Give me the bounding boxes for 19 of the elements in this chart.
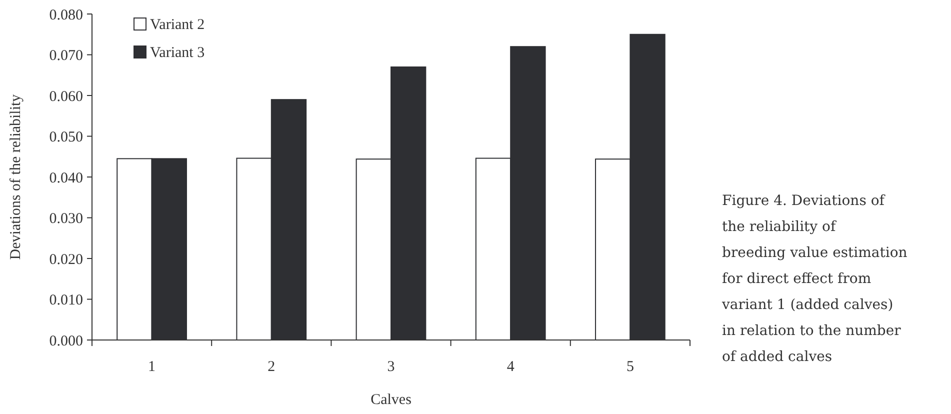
y-axis-title: Deviations of the reliability: [8, 94, 24, 260]
y-tick-label: 0.010: [49, 292, 83, 308]
y-tick-label: 0.030: [49, 211, 83, 227]
x-tick-label: 3: [387, 359, 395, 375]
legend-label: Variant 3: [150, 45, 205, 61]
y-tick-label: 0.080: [49, 7, 83, 24]
caption: Figure 4. Deviations of the reliability of breeding value estimation for direct effect from variant 1 (added calves) in relation to the number of added calves: [721, 193, 908, 365]
y-tick-label: 0.040: [49, 170, 83, 186]
x-axis-title: Calves: [370, 392, 412, 408]
legend-label: Variant 2: [150, 17, 205, 33]
x-tick-label: 5: [626, 359, 634, 375]
x-tick-label: 4: [506, 359, 515, 375]
y-tick-label: 0.000: [49, 333, 83, 350]
y-tick-label: 0.070: [49, 48, 83, 64]
y-tick-label: 0.060: [49, 88, 83, 105]
x-tick-label: 1: [148, 359, 156, 375]
x-tick-label: 2: [268, 359, 276, 375]
y-tick-label: 0.050: [49, 130, 83, 146]
y-tick-label: 0.020: [49, 252, 83, 268]
